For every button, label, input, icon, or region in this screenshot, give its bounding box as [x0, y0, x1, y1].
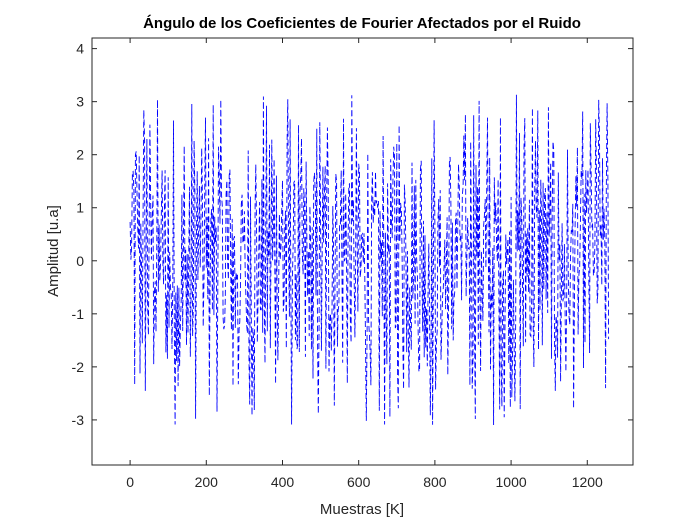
y-tick-label: 3	[76, 94, 84, 110]
y-axis-ticks: 4 3 2 1 0 -1 -2 -3	[72, 41, 633, 428]
x-tick-label: 800	[423, 474, 447, 490]
y-tick-label: -1	[72, 306, 85, 322]
series-layer	[129, 94, 610, 426]
y-tick-label: 0	[76, 253, 84, 269]
x-tick-label: 1000	[496, 474, 527, 490]
x-tick-label: 1200	[572, 474, 603, 490]
x-axis-ticks: 0 200 400 600 800 1000 1200	[126, 38, 603, 490]
y-axis-label: Amplitud [u.a]	[45, 205, 62, 297]
x-tick-label: 200	[195, 474, 219, 490]
plot-area: 0 200 400 600 800 1000 1200 4 3 2 1 0 -1 -2 -3	[72, 37, 634, 490]
y-tick-label: -2	[72, 359, 85, 375]
x-axis-label: Muestras [K]	[320, 501, 404, 518]
axes-box	[91, 37, 634, 466]
series-line-phase	[129, 94, 610, 426]
y-tick-label: 4	[76, 41, 84, 57]
y-tick-label: 2	[76, 147, 84, 163]
x-tick-label: 0	[126, 474, 134, 490]
y-tick-label: 1	[76, 200, 84, 216]
x-tick-label: 400	[271, 474, 295, 490]
chart-title: Ángulo de los Coeficientes de Fourier Af…	[143, 15, 581, 32]
x-tick-label: 600	[347, 474, 371, 490]
y-tick-label: -3	[72, 412, 85, 428]
